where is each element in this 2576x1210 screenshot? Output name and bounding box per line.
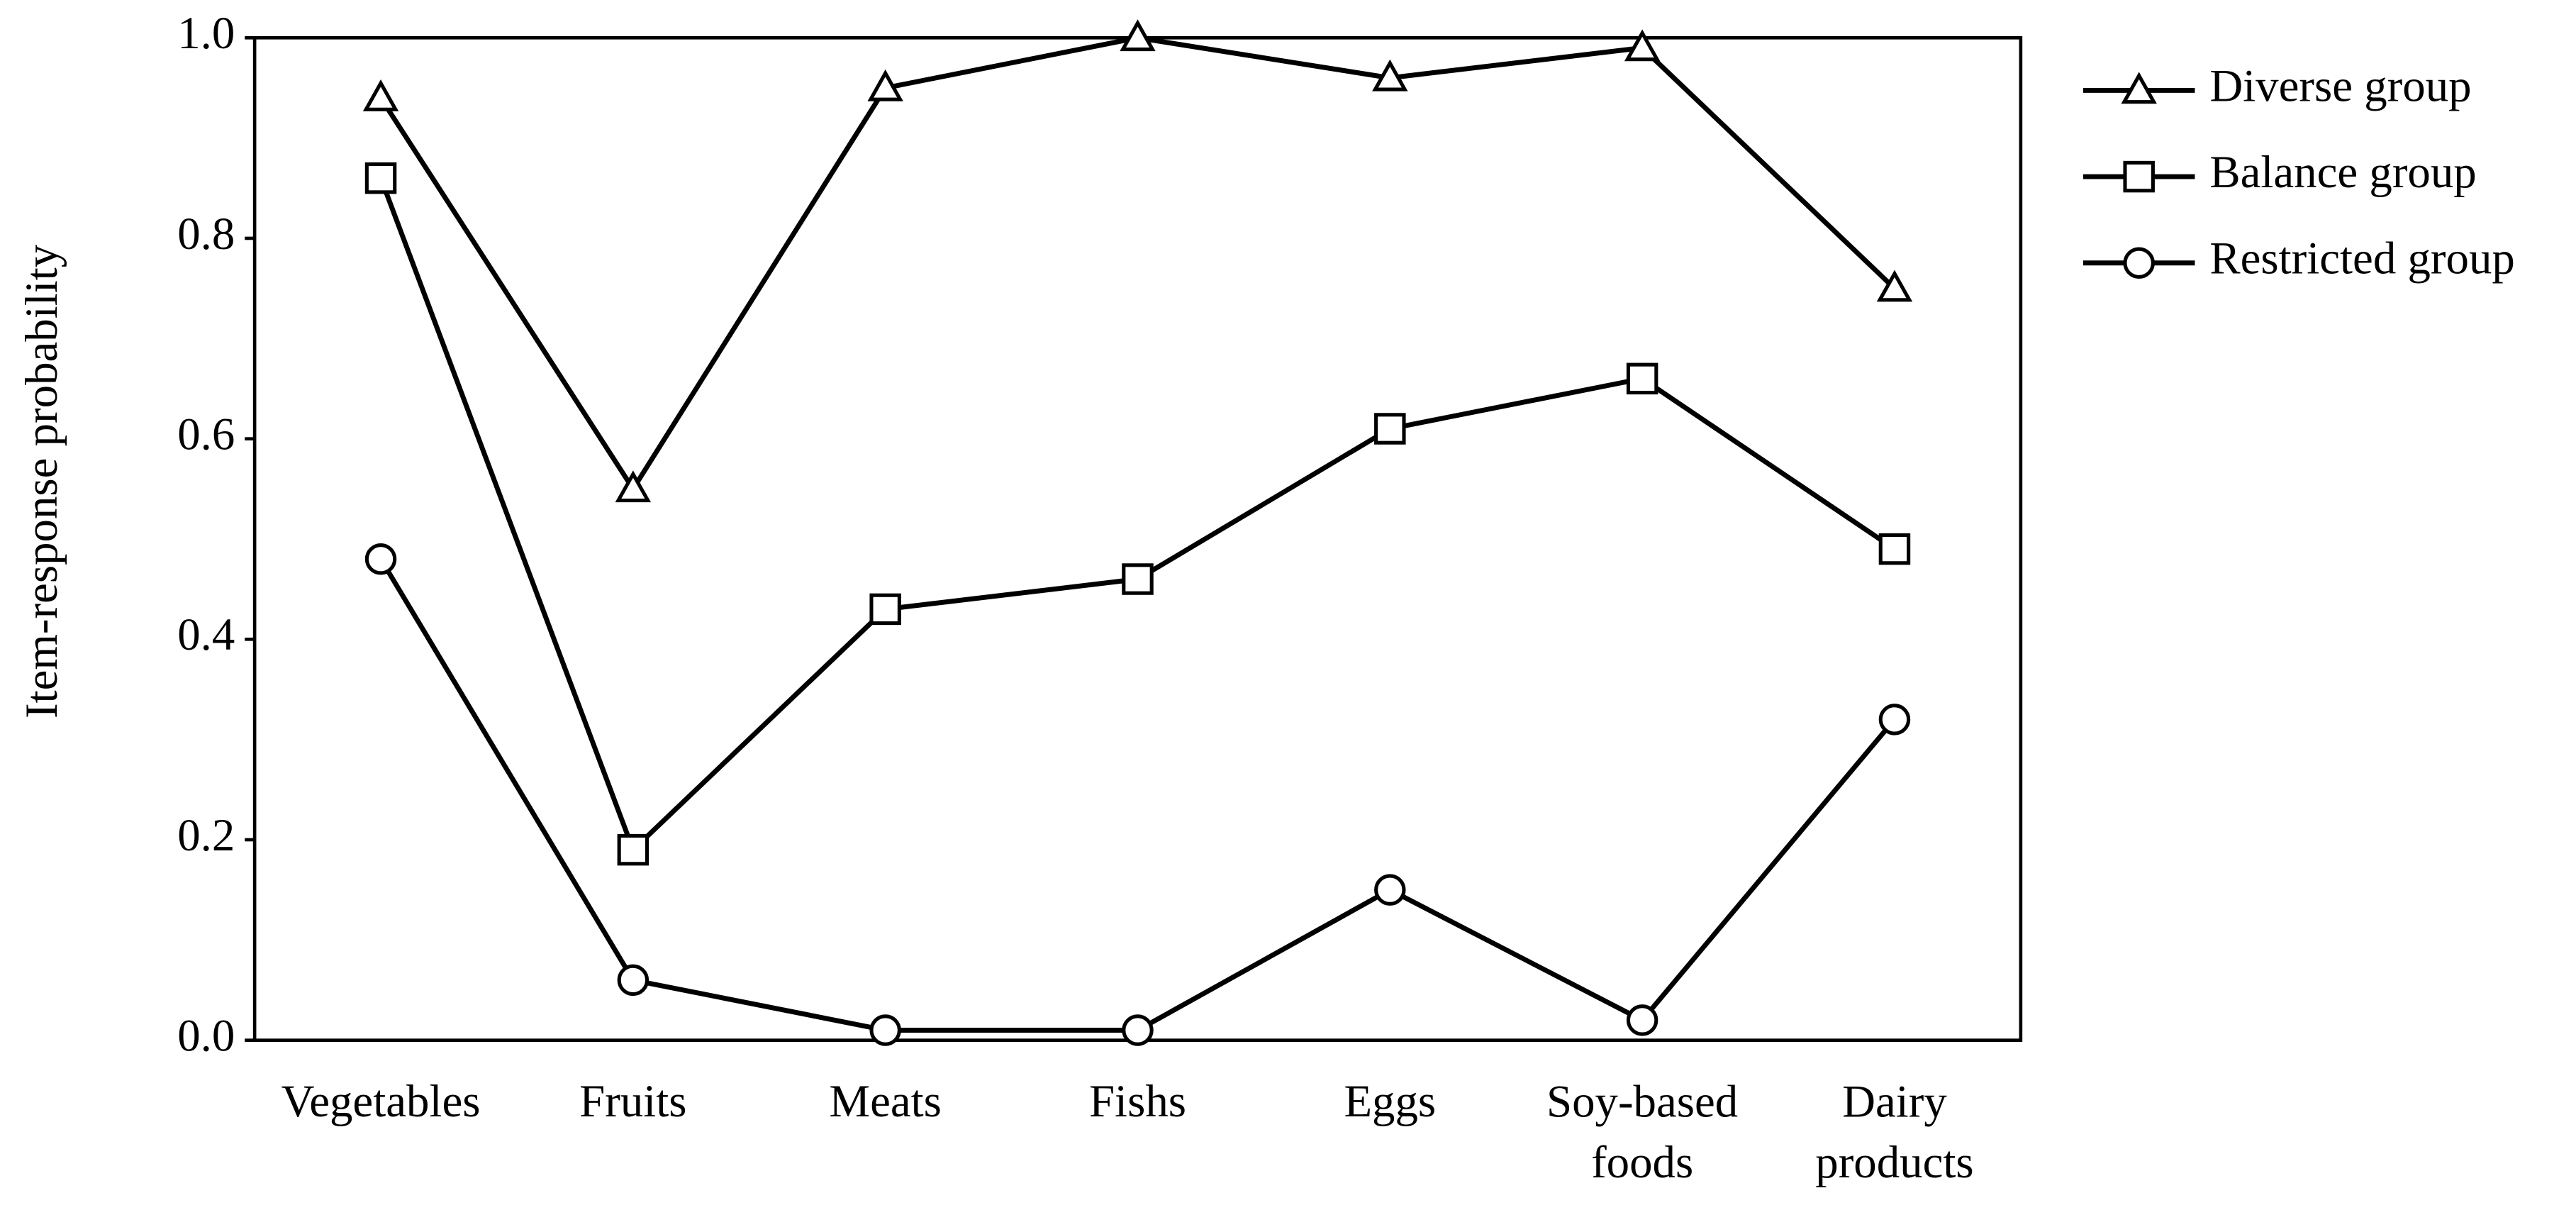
data-point: [617, 964, 649, 997]
legend-marker: [2121, 72, 2157, 104]
x-tick-label: Dairy products: [1815, 1076, 1973, 1188]
data-point: [1626, 362, 1658, 395]
y-tick-label: 0.6: [177, 409, 235, 460]
y-tick-label: 0.2: [177, 810, 235, 861]
data-point: [364, 162, 397, 194]
legend-marker: [2123, 247, 2155, 279]
data-point: [1122, 563, 1154, 595]
data-point: [1878, 704, 1911, 736]
data-point: [1876, 270, 1913, 302]
x-tick-label: Eggs: [1344, 1076, 1436, 1127]
data-point: [615, 470, 652, 503]
legend-label: Diverse group: [2209, 60, 2471, 111]
series-line: [379, 35, 1897, 494]
x-tick-label: Meats: [829, 1076, 942, 1127]
data-point: [869, 593, 901, 626]
x-tick-label: Fishs: [1089, 1076, 1186, 1127]
legend-label: Restricted group: [2209, 233, 2515, 284]
data-point: [1878, 533, 1911, 565]
x-tick-label: Soy-based foods: [1546, 1076, 1738, 1188]
data-point: [1626, 1004, 1658, 1036]
data-point: [617, 833, 649, 866]
y-tick-label: 1.0: [177, 8, 235, 59]
series-line: [378, 177, 1896, 855]
y-axis-label: Item-response probability: [16, 244, 67, 718]
data-point: [867, 69, 903, 101]
x-tick-label: Fruits: [579, 1076, 686, 1127]
y-tick-label: 0.0: [177, 1011, 235, 1062]
legend-marker: [2123, 160, 2155, 193]
data-point: [1374, 874, 1406, 906]
data-point: [1120, 19, 1156, 52]
legend-label: Balance group: [2209, 147, 2476, 198]
x-tick-label: Vegetables: [281, 1076, 481, 1127]
data-point: [1372, 59, 1408, 91]
y-tick-label: 0.4: [177, 609, 235, 660]
data-point: [1374, 413, 1406, 445]
data-point: [1624, 29, 1661, 62]
data-point: [1122, 1014, 1154, 1046]
data-point: [362, 79, 399, 111]
data-point: [869, 1014, 901, 1046]
data-point: [364, 543, 397, 575]
plot-frame: [252, 35, 2023, 1042]
y-tick-label: 0.8: [177, 209, 235, 260]
series-line: [379, 557, 1897, 1033]
